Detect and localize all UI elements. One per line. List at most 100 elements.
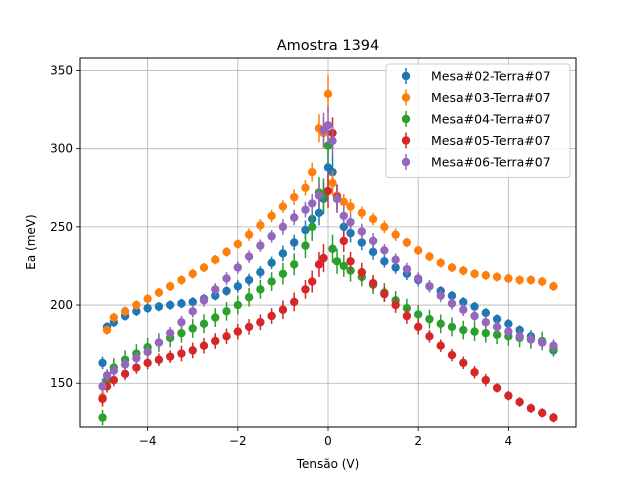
x-axis: −4 −2 0 2 4 — [139, 427, 512, 448]
data-point — [481, 308, 491, 318]
legend-item: Mesa#03-Terra#07 — [401, 89, 551, 106]
data-point — [481, 318, 491, 327]
data-point — [447, 350, 457, 360]
data-point — [492, 383, 502, 393]
legend-label: Mesa#06-Terra#07 — [431, 155, 551, 170]
data-point — [459, 297, 468, 307]
data-point — [211, 313, 220, 322]
data-point — [199, 263, 209, 272]
data-point — [165, 352, 175, 361]
data-point — [143, 303, 152, 313]
data-point — [368, 236, 378, 246]
chart-title: Amostra 1394 — [277, 38, 380, 54]
data-point — [436, 341, 445, 350]
data-point — [436, 319, 445, 329]
data-point — [308, 167, 317, 177]
data-point — [301, 225, 310, 235]
data-point — [504, 391, 513, 400]
data-point — [319, 253, 328, 263]
legend-marker — [401, 136, 411, 145]
data-point — [188, 324, 197, 333]
data-point — [339, 211, 348, 221]
data-point — [289, 192, 299, 202]
data-point — [391, 230, 400, 239]
data-point — [447, 263, 457, 272]
data-point — [211, 336, 220, 346]
data-point — [339, 222, 348, 232]
data-point — [549, 341, 558, 350]
data-point — [278, 249, 288, 258]
data-point — [339, 261, 348, 271]
data-point — [328, 136, 337, 146]
data-point — [357, 227, 367, 236]
data-point — [346, 217, 355, 227]
data-point — [332, 257, 342, 266]
series-5 — [98, 106, 558, 395]
data-point — [380, 246, 389, 255]
data-point — [102, 371, 112, 380]
data-point — [537, 408, 547, 418]
data-point — [402, 311, 412, 321]
legend: Mesa#02-Terra#07 Mesa#03-Terra#07 Mesa#04-… — [385, 63, 571, 178]
data-point — [233, 327, 243, 336]
data-point — [188, 269, 197, 278]
data-point — [413, 274, 423, 283]
data-point — [301, 183, 310, 192]
data-point — [132, 354, 141, 363]
data-point — [380, 289, 389, 299]
data-point — [211, 285, 220, 294]
data-point — [199, 319, 209, 329]
data-point — [256, 268, 265, 277]
data-point — [504, 274, 513, 283]
data-point — [323, 89, 333, 99]
data-point — [402, 264, 412, 274]
data-point — [177, 275, 186, 285]
data-point — [380, 222, 389, 232]
x-tick-label: 0 — [324, 434, 332, 448]
data-point — [504, 327, 513, 336]
x-tick-label: −4 — [139, 434, 157, 448]
data-point — [289, 213, 299, 222]
data-point — [346, 202, 355, 211]
data-point — [278, 202, 288, 211]
y-tick-label: 200 — [50, 298, 73, 312]
data-point — [177, 299, 186, 308]
data-point — [256, 285, 265, 294]
legend-label: Mesa#05-Terra#07 — [431, 133, 551, 148]
data-point — [98, 394, 107, 404]
data-point — [267, 211, 276, 221]
data-point — [537, 277, 547, 286]
data-point — [109, 375, 119, 385]
data-point — [481, 328, 491, 338]
data-point — [368, 214, 378, 224]
data-point — [328, 178, 337, 188]
data-point — [188, 346, 197, 355]
y-tick-label: 350 — [50, 64, 73, 78]
data-point — [132, 300, 141, 310]
data-point — [132, 363, 141, 372]
data-point — [233, 263, 243, 272]
data-point — [143, 358, 152, 368]
data-point — [256, 241, 265, 250]
data-point — [165, 328, 175, 338]
data-point — [120, 369, 130, 379]
data-point — [380, 257, 389, 266]
y-axis-label: Ea (meV) — [24, 214, 38, 269]
data-point — [515, 275, 524, 285]
data-point — [492, 322, 502, 332]
data-point — [368, 278, 378, 288]
data-point — [267, 232, 276, 241]
data-point — [308, 277, 317, 286]
data-point — [323, 186, 333, 196]
data-point — [459, 358, 468, 368]
data-point — [357, 238, 367, 247]
data-point — [504, 319, 513, 329]
x-tick-label: 2 — [414, 434, 422, 448]
x-tick-label: 4 — [505, 434, 513, 448]
data-point — [222, 286, 231, 296]
data-point — [154, 355, 164, 364]
data-point — [98, 413, 107, 422]
data-point — [120, 360, 130, 369]
data-point — [222, 332, 231, 341]
